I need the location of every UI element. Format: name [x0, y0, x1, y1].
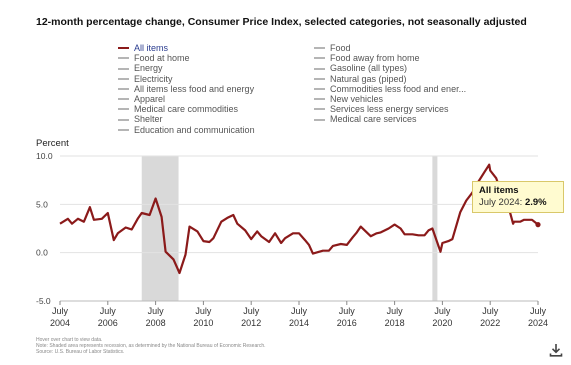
legend: All items Food Food at home Food away from …	[118, 43, 548, 135]
x-tick-label: 2024	[528, 318, 548, 328]
legend-label: Gasoline (all types)	[330, 63, 408, 74]
x-tick-label: 2022	[480, 318, 500, 328]
legend-label: Services less energy services	[330, 104, 449, 115]
recession-band	[141, 156, 179, 301]
legend-label: Natural gas (piped)	[330, 73, 407, 84]
legend-swatch	[118, 108, 129, 111]
legend-swatch	[118, 57, 129, 60]
legend-label: Electricity	[134, 73, 173, 84]
x-tick-label: 2010	[193, 318, 213, 328]
legend-swatch	[314, 77, 325, 80]
chart-notes: Hover over chart to view data. Note: Sha…	[36, 337, 266, 355]
legend-label: Education and communication	[134, 124, 255, 135]
legend-swatch	[314, 118, 325, 121]
legend-label: Food at home	[134, 53, 190, 64]
legend-item[interactable]: Food	[314, 43, 514, 53]
download-icon[interactable]	[548, 342, 564, 358]
legend-item[interactable]: Commodities less food and ener...	[314, 84, 514, 94]
note-line: Hover over chart to view data.	[36, 337, 103, 343]
legend-item[interactable]: Services less energy services	[314, 104, 514, 114]
legend-label: New vehicles	[330, 94, 384, 105]
y-tick-label: -5.0	[36, 296, 51, 306]
y-axis-label: Percent	[36, 138, 69, 149]
y-tick-label: 5.0	[36, 199, 48, 209]
legend-item[interactable]: Gasoline (all types)	[314, 63, 514, 73]
legend-item[interactable]: Food away from home	[314, 53, 514, 63]
legend-item[interactable]: Food at home	[118, 53, 314, 63]
x-tick-label: July	[482, 306, 499, 316]
legend-swatch	[118, 98, 129, 101]
legend-label: Medical care commodities	[134, 104, 239, 115]
highlight-point	[535, 222, 541, 228]
legend-label: All items	[134, 43, 169, 53]
tooltip-value-line: July 2024: 2.9%	[479, 197, 557, 209]
chart-title: 12-month percentage change, Consumer Pri…	[36, 16, 527, 28]
note-line: Source: U.S. Bureau of Labor Statistics.	[36, 349, 125, 355]
x-tick-label: July	[243, 306, 260, 316]
note-line: Note: Shaded area represents recession, …	[36, 343, 266, 349]
legend-item[interactable]: Energy	[118, 63, 314, 73]
legend-item[interactable]: New vehicles	[314, 94, 514, 104]
y-tick-label: 10.0	[36, 151, 53, 161]
x-tick-label: July	[148, 306, 165, 316]
x-tick-label: 2006	[98, 318, 118, 328]
x-tick-label: 2014	[289, 318, 309, 328]
legend-item[interactable]: Education and communication	[118, 125, 314, 135]
legend-swatch	[118, 87, 129, 90]
legend-swatch	[118, 118, 129, 121]
legend-label: Medical care services	[330, 114, 417, 125]
x-tick-label: July	[100, 306, 117, 316]
legend-swatch	[314, 67, 325, 70]
legend-swatch	[314, 87, 325, 90]
legend-item[interactable]: Apparel	[118, 94, 314, 104]
x-tick-label: July	[195, 306, 212, 316]
legend-label: Food	[330, 43, 351, 53]
legend-item[interactable]: All items	[118, 43, 314, 53]
x-tick-label: 2008	[146, 318, 166, 328]
legend-label: Shelter	[134, 114, 163, 125]
legend-swatch	[118, 46, 129, 50]
x-tick-label: 2020	[432, 318, 452, 328]
x-tick-label: 2016	[337, 318, 357, 328]
tooltip-value: 2.9%	[524, 197, 547, 208]
legend-label: Energy	[134, 63, 163, 74]
tooltip-title: All items	[479, 185, 519, 196]
x-tick-label: July	[291, 306, 308, 316]
x-tick-label: July	[530, 306, 547, 316]
legend-item[interactable]: Medical care commodities	[118, 104, 314, 114]
legend-item[interactable]: Natural gas (piped)	[314, 74, 514, 84]
legend-swatch	[314, 47, 325, 50]
x-tick-label: July	[387, 306, 404, 316]
legend-item[interactable]: Shelter	[118, 114, 314, 124]
legend-swatch	[118, 67, 129, 70]
recession-band	[432, 156, 438, 301]
legend-item[interactable]: Electricity	[118, 74, 314, 84]
legend-item[interactable]: Medical care services	[314, 114, 514, 124]
x-tick-label: 2012	[241, 318, 261, 328]
tooltip-value-prefix: July 2024:	[479, 197, 525, 208]
legend-label: Apparel	[134, 94, 166, 105]
x-tick-label: July	[339, 306, 356, 316]
legend-swatch	[314, 98, 325, 101]
x-tick-label: July	[52, 306, 69, 316]
legend-swatch	[314, 108, 325, 111]
x-tick-label: July	[434, 306, 451, 316]
x-tick-label: 2004	[50, 318, 70, 328]
y-tick-label: 0.0	[36, 248, 48, 258]
legend-swatch	[118, 128, 129, 131]
x-tick-label: 2018	[385, 318, 405, 328]
legend-swatch	[118, 77, 129, 80]
legend-label: Commodities less food and ener...	[330, 83, 467, 94]
series-line-all-items	[59, 163, 539, 275]
legend-item[interactable]: All items less food and energy	[118, 84, 314, 94]
legend-label: All items less food and energy	[134, 83, 255, 94]
legend-swatch	[314, 57, 325, 60]
data-tooltip: All items July 2024: 2.9%	[472, 181, 564, 213]
legend-label: Food away from home	[330, 53, 420, 64]
